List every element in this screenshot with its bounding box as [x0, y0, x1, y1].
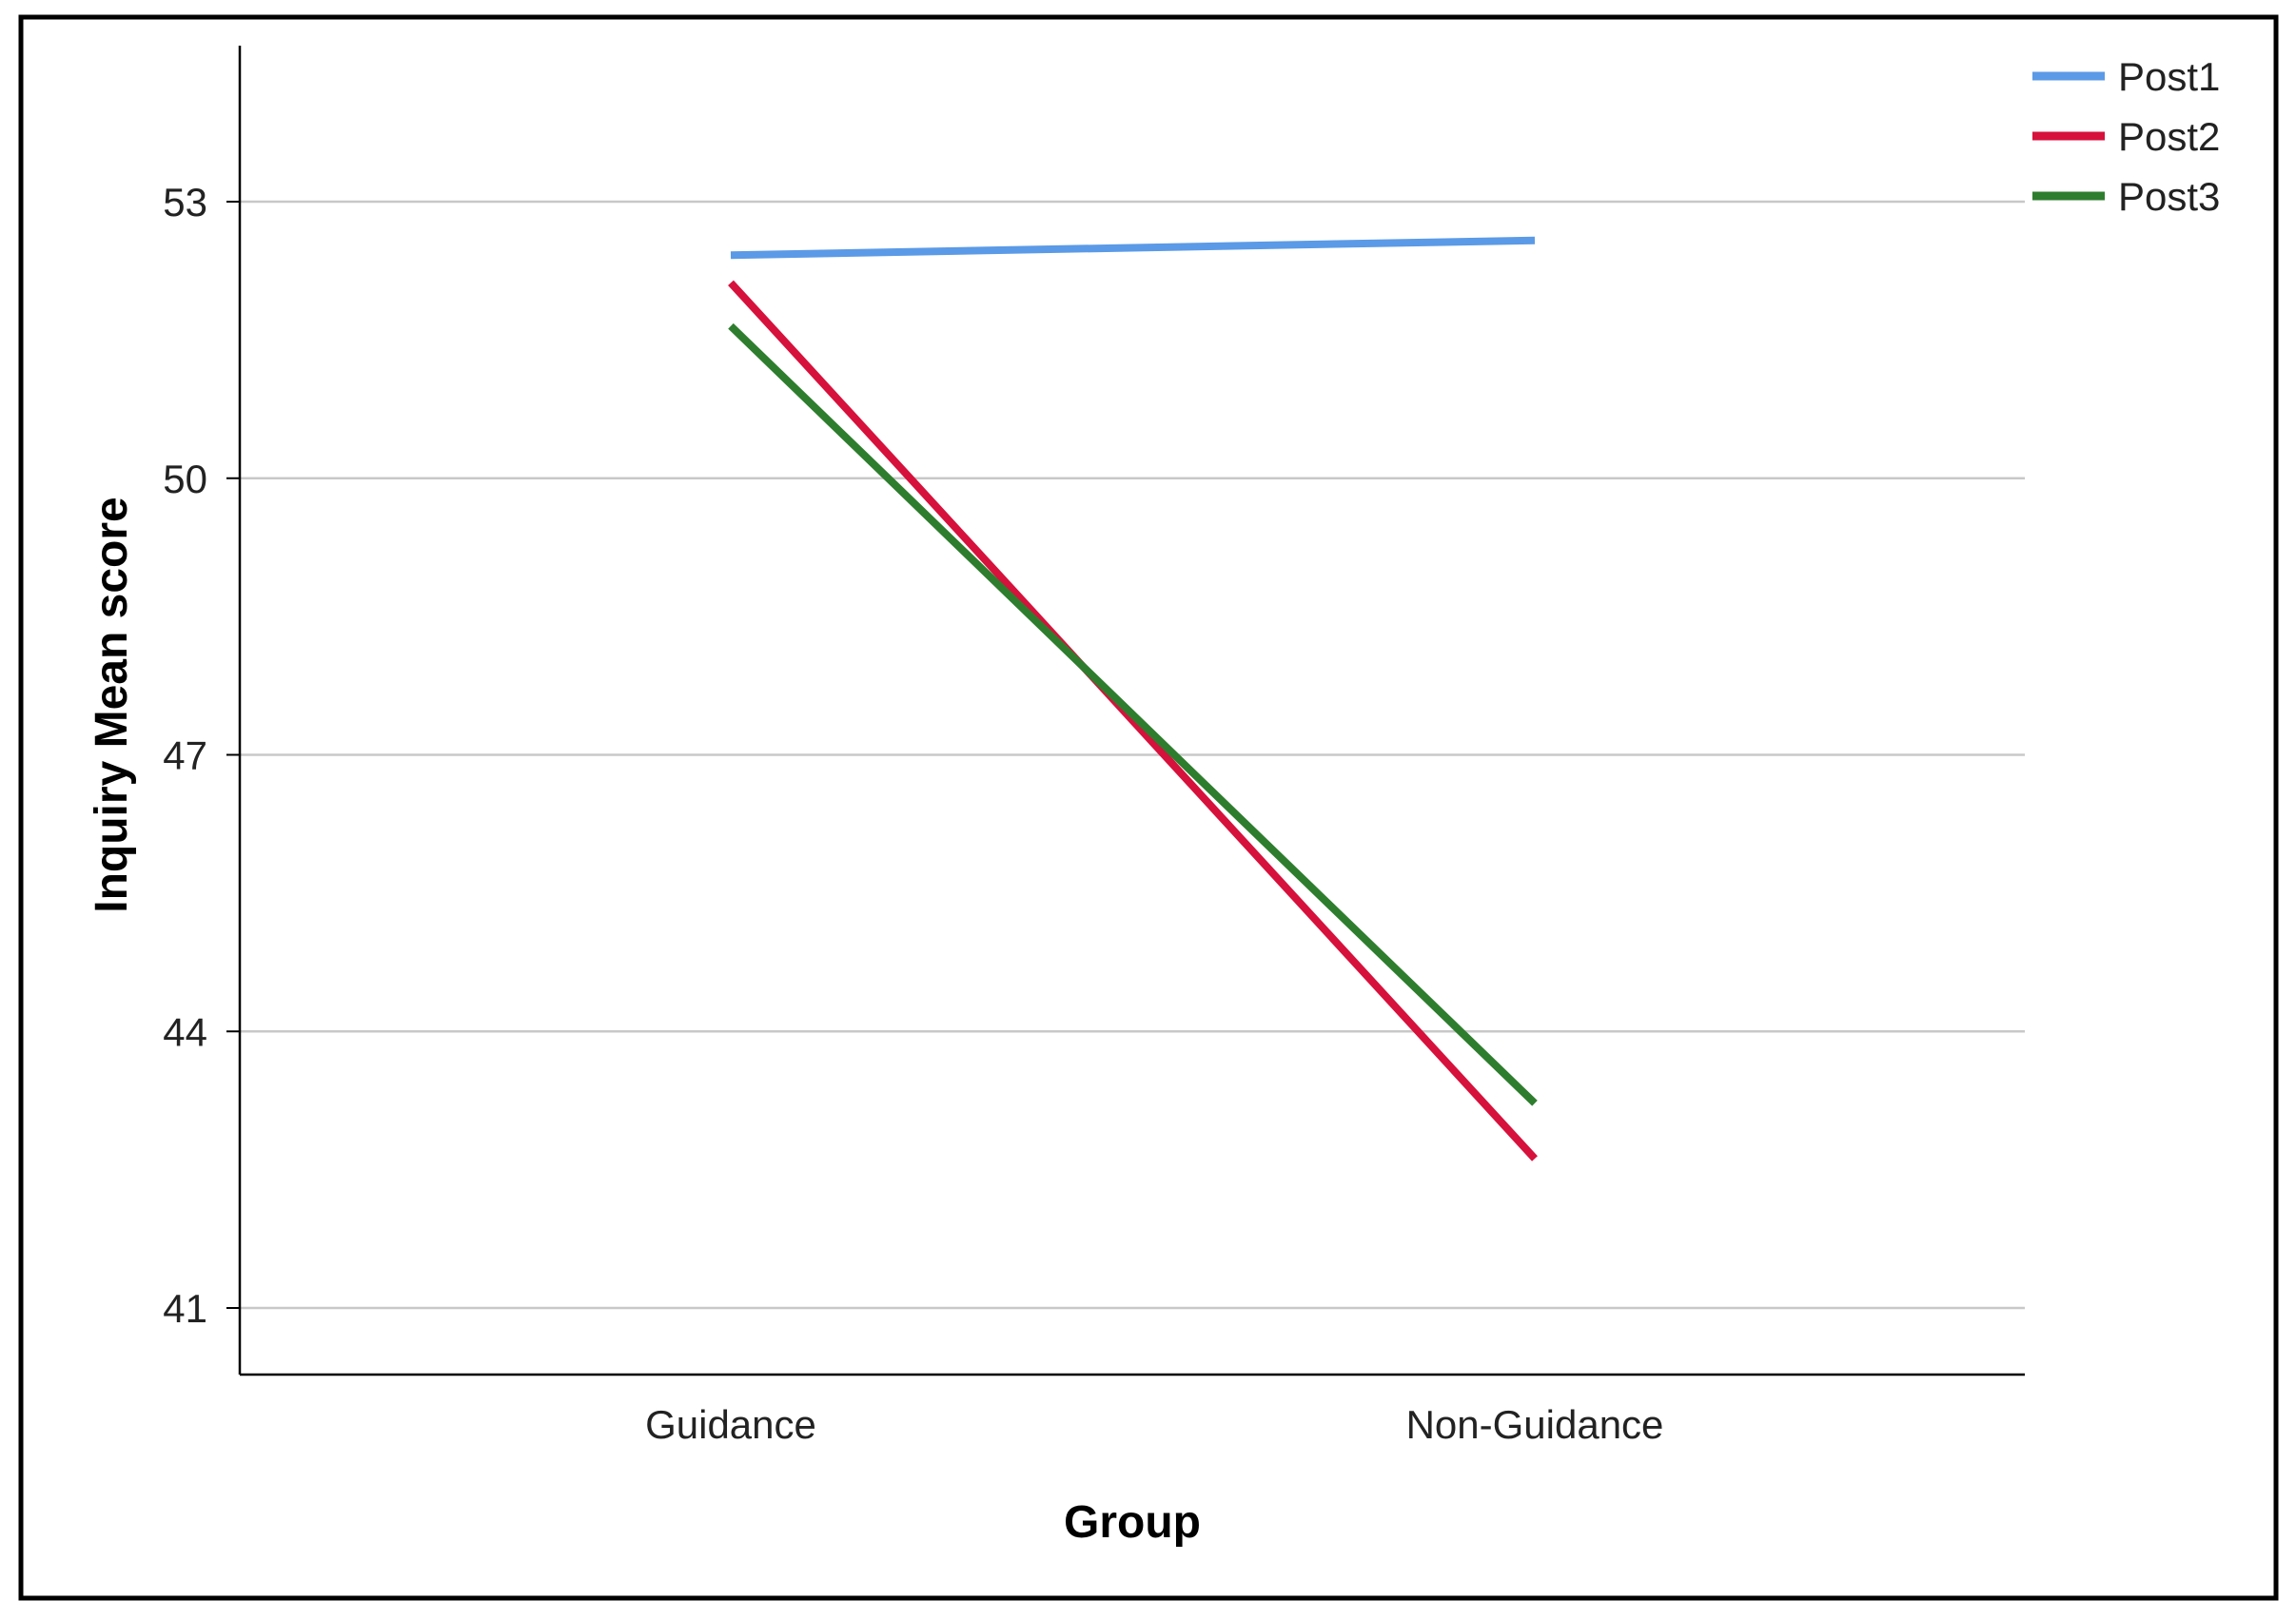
legend-label: Post1	[2118, 54, 2220, 99]
series-line-post2	[728, 280, 1538, 1161]
x-tick-labels: Guidance Non-Guidance	[645, 1402, 1663, 1447]
x-tick-label: Non-Guidance	[1406, 1402, 1664, 1447]
y-tick-label: 50	[163, 457, 207, 501]
y-tick-label: 44	[163, 1009, 207, 1054]
gridlines	[240, 200, 2025, 1310]
y-tick-labels: 41 44 47 50 53	[163, 180, 240, 1331]
chart-border	[18, 14, 2279, 1601]
legend-label: Post3	[2118, 174, 2220, 219]
series-line-post1	[730, 236, 1536, 260]
y-tick-label: 41	[163, 1286, 207, 1331]
y-axis-title: Inquiry Mean score	[87, 497, 137, 912]
y-tick-label: 47	[163, 733, 207, 778]
x-tick-label: Guidance	[645, 1402, 816, 1447]
legend-label: Post2	[2118, 114, 2220, 159]
y-tick-label: 53	[163, 180, 207, 224]
x-axis-title: Group	[1064, 1497, 1201, 1548]
series-lines	[728, 236, 1538, 1161]
legend: Post1 Post2 Post3	[2032, 54, 2220, 219]
series-line-post3	[728, 322, 1538, 1106]
